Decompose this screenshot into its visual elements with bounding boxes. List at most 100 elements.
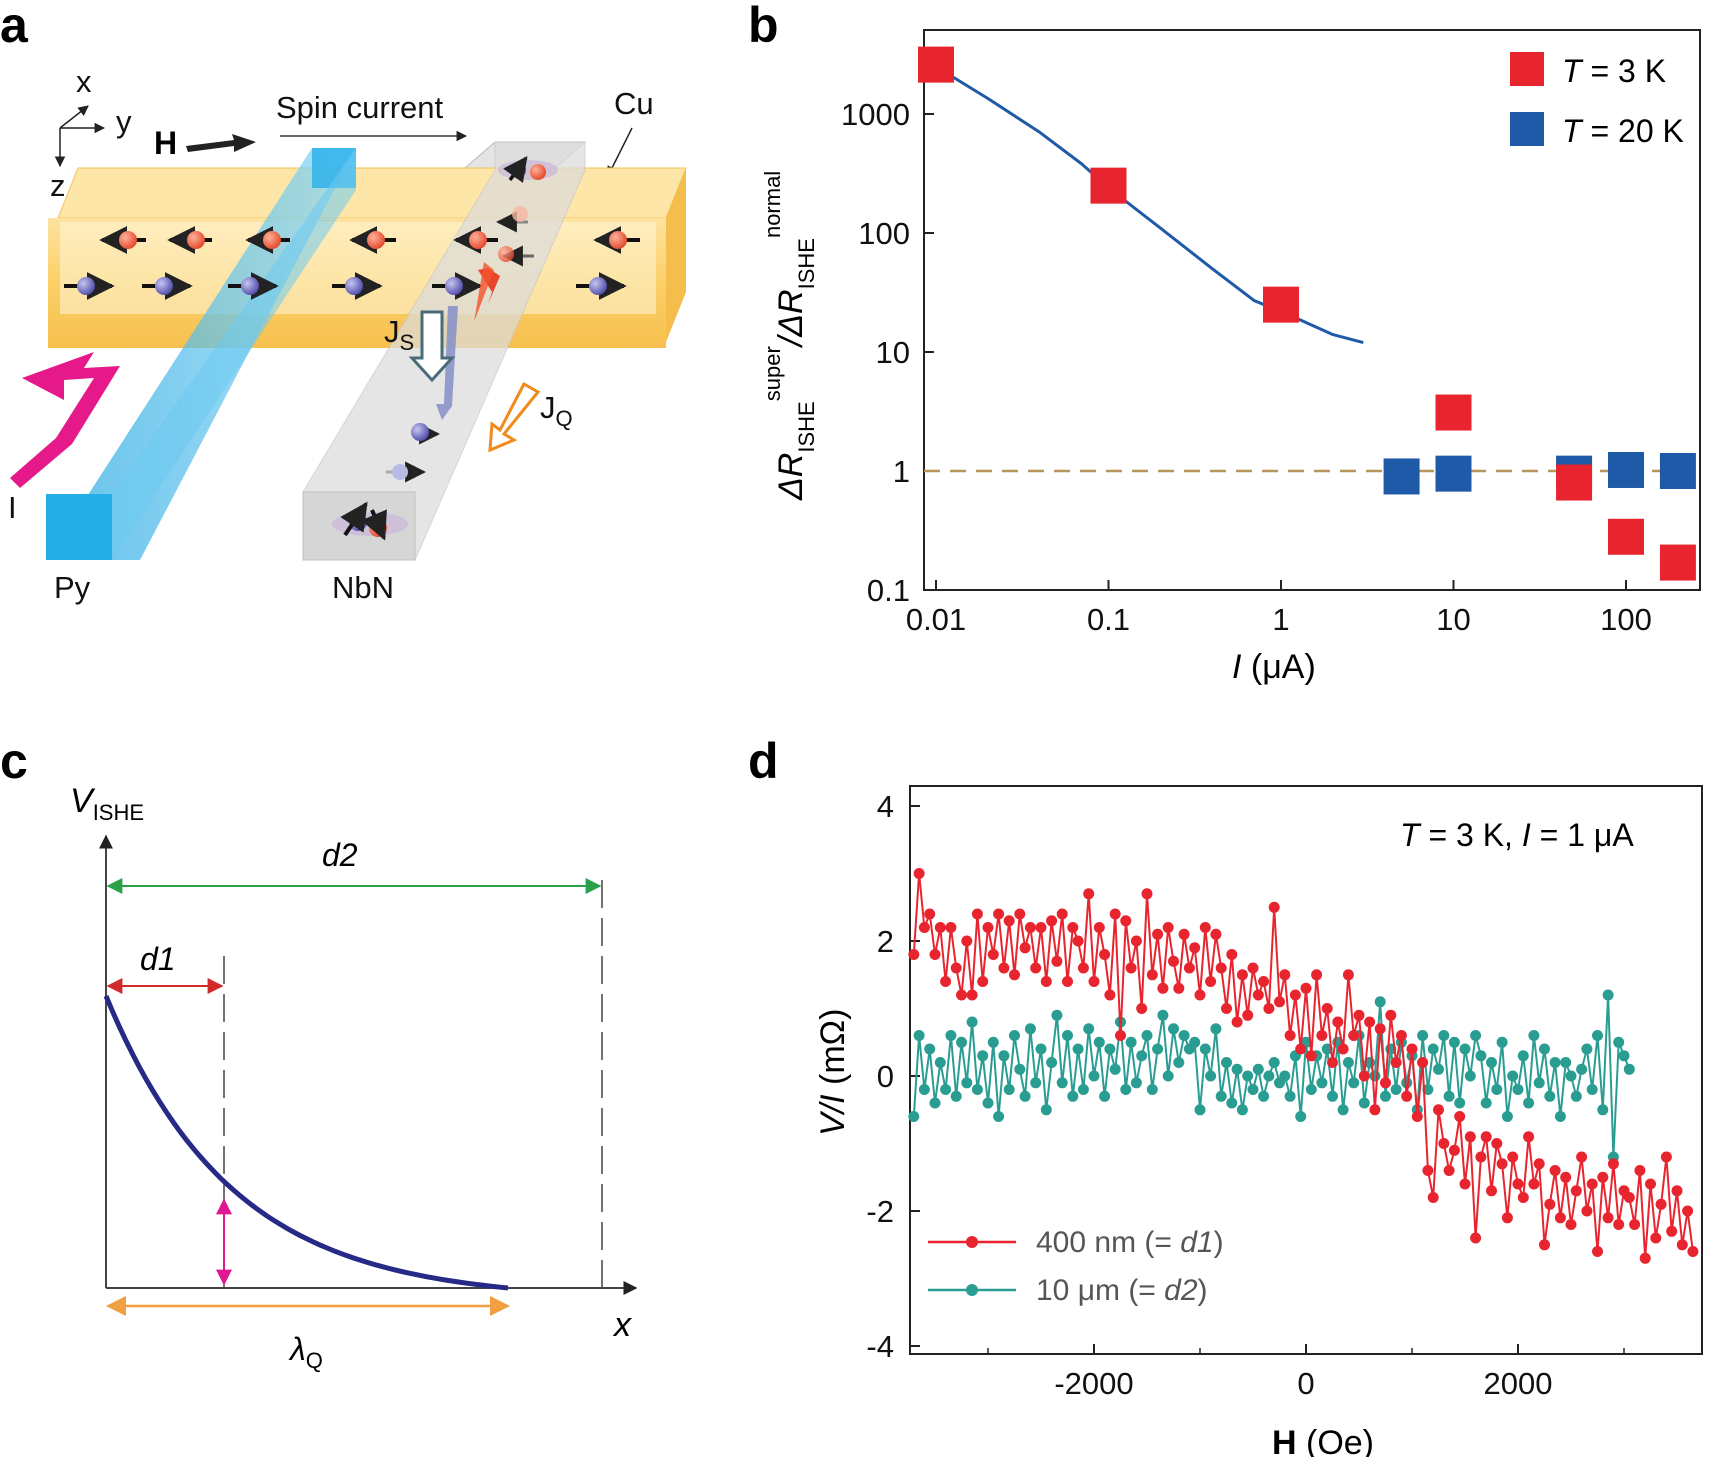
d-point-d2 bbox=[1517, 1050, 1529, 1062]
d-point-d2 bbox=[950, 1090, 962, 1102]
panel-d-y-axis-label: V/I (mΩ) bbox=[814, 1009, 852, 1136]
d-point-d1 bbox=[940, 976, 952, 987]
d-ytick-label: 4 bbox=[877, 789, 894, 824]
d-point-d1 bbox=[1448, 1144, 1460, 1156]
d-point-d1 bbox=[971, 908, 983, 920]
spin-up-electrons bbox=[99, 226, 640, 254]
d-point-d1 bbox=[1682, 1205, 1694, 1217]
b-ytick-label: 100 bbox=[858, 216, 910, 251]
panel-c: c VISHE x d1 d2 λQ bbox=[0, 733, 638, 1373]
d-point-d2 bbox=[971, 1084, 983, 1095]
d-point-d1 bbox=[1427, 1192, 1439, 1203]
d-point-d2 bbox=[1422, 1084, 1434, 1095]
d-point-d2 bbox=[1358, 1097, 1370, 1109]
spin-current-label: Spin current bbox=[276, 90, 444, 125]
d-point-d2 bbox=[1284, 1090, 1296, 1102]
d-point-d2 bbox=[1523, 1097, 1535, 1109]
d-point-d1 bbox=[1109, 908, 1121, 920]
current-arrow-icon bbox=[10, 352, 120, 488]
d-point-d1 bbox=[918, 922, 930, 933]
jq-arrow-icon bbox=[488, 381, 541, 453]
d-point-d2 bbox=[1162, 1070, 1174, 1082]
d-point-d2 bbox=[1464, 1070, 1476, 1082]
d-ytick-label: 0 bbox=[877, 1059, 894, 1094]
d-xtick-label: 2000 bbox=[1484, 1366, 1553, 1401]
d-point-d2 bbox=[1305, 1084, 1317, 1095]
b-xtick-label: 0.1 bbox=[1087, 602, 1130, 637]
b-xtick-label: 0.01 bbox=[906, 602, 966, 637]
d-point-d1 bbox=[1385, 1009, 1397, 1021]
d-point-d1 bbox=[1130, 935, 1142, 947]
d-point-d2 bbox=[1348, 1077, 1360, 1089]
d-point-d1 bbox=[1088, 976, 1100, 987]
panel-d-series bbox=[908, 868, 1699, 1264]
d-point-d1 bbox=[1274, 996, 1285, 1008]
d-point-d1 bbox=[1051, 955, 1063, 967]
b-marker-3k bbox=[1263, 286, 1299, 323]
d-point-d2 bbox=[1480, 1097, 1492, 1109]
d-point-d1 bbox=[1125, 962, 1137, 974]
field-h-label: H bbox=[154, 125, 177, 161]
d-point-d1 bbox=[1464, 1131, 1476, 1143]
d-point-d1 bbox=[1062, 976, 1073, 987]
d-point-d2 bbox=[1252, 1063, 1264, 1075]
d-point-d2 bbox=[1417, 1030, 1429, 1041]
d-point-d2 bbox=[1554, 1111, 1566, 1122]
d-point-d2 bbox=[1035, 1043, 1047, 1055]
legend-text-20k: T = 20 K bbox=[1562, 113, 1684, 149]
d-point-d1 bbox=[1539, 1239, 1550, 1251]
b-xtick-label: 100 bbox=[1600, 602, 1652, 637]
panel-a: a x y z H Spin current Cu bbox=[0, 0, 687, 605]
d-xtick-label: 0 bbox=[1297, 1366, 1314, 1401]
d-point-d2 bbox=[1279, 1070, 1291, 1082]
d-point-d2 bbox=[1581, 1043, 1593, 1055]
d-point-d1 bbox=[1401, 1090, 1413, 1102]
d-point-d1 bbox=[1104, 989, 1116, 1001]
d-point-d1 bbox=[1146, 969, 1158, 981]
panel-b-fit-curve bbox=[935, 65, 1364, 345]
d-point-d2 bbox=[1062, 1030, 1073, 1041]
d-point-d1 bbox=[1289, 989, 1301, 1001]
d-point-d1 bbox=[1496, 1158, 1508, 1170]
d-point-d2 bbox=[1316, 1077, 1328, 1089]
d-point-d1 bbox=[1676, 1239, 1688, 1251]
d-point-d1 bbox=[1406, 1043, 1418, 1055]
d-point-d1 bbox=[1252, 989, 1264, 1001]
d-point-d1 bbox=[1067, 922, 1079, 933]
d-point-d1 bbox=[1115, 1030, 1126, 1041]
panel-d-legend: 400 nm (= d1) 10 μm (= d2) bbox=[928, 1226, 1224, 1307]
d-point-d1 bbox=[1380, 1077, 1391, 1089]
d-point-d1 bbox=[1560, 1171, 1572, 1183]
d-ytick-label: -2 bbox=[866, 1194, 894, 1229]
panel-b-x-axis-label: I (μA) bbox=[1232, 648, 1316, 686]
b-fit-line bbox=[935, 65, 1364, 345]
d-point-d1 bbox=[1369, 1104, 1381, 1116]
d-point-d2 bbox=[1051, 1009, 1063, 1021]
d-point-d2 bbox=[1501, 1111, 1513, 1122]
d-point-d1 bbox=[1645, 1178, 1656, 1190]
py-label: Py bbox=[54, 570, 91, 605]
d-point-d2 bbox=[1602, 989, 1614, 1001]
d-point-d1 bbox=[1586, 1178, 1598, 1190]
coordinate-axes: x y z bbox=[50, 64, 132, 203]
d-point-d1 bbox=[1221, 1003, 1232, 1014]
d-point-d2 bbox=[1342, 1057, 1354, 1068]
b-marker-3k bbox=[918, 46, 954, 83]
d-point-d1 bbox=[1348, 1030, 1360, 1041]
d-point-d1 bbox=[1295, 1043, 1307, 1055]
legend-text-d2: 10 μm (= d2) bbox=[1036, 1274, 1208, 1307]
d-point-d2 bbox=[913, 1030, 925, 1041]
axis-x-label: x bbox=[76, 64, 92, 99]
d-point-d2 bbox=[1242, 1070, 1254, 1082]
d-point-d2 bbox=[1099, 1090, 1111, 1102]
d-point-d1 bbox=[1507, 1151, 1519, 1163]
d-point-d1 bbox=[1337, 1043, 1349, 1055]
d-point-d1 bbox=[993, 908, 1005, 920]
d-point-d1 bbox=[1194, 989, 1206, 1001]
d-point-d1 bbox=[1136, 1003, 1148, 1014]
b-marker-3k bbox=[1090, 167, 1127, 204]
b-marker-20k bbox=[1383, 458, 1420, 495]
d-point-d1 bbox=[1459, 1178, 1471, 1190]
d-line-d1 bbox=[912, 873, 1694, 1259]
d-point-d2 bbox=[1125, 1036, 1137, 1048]
